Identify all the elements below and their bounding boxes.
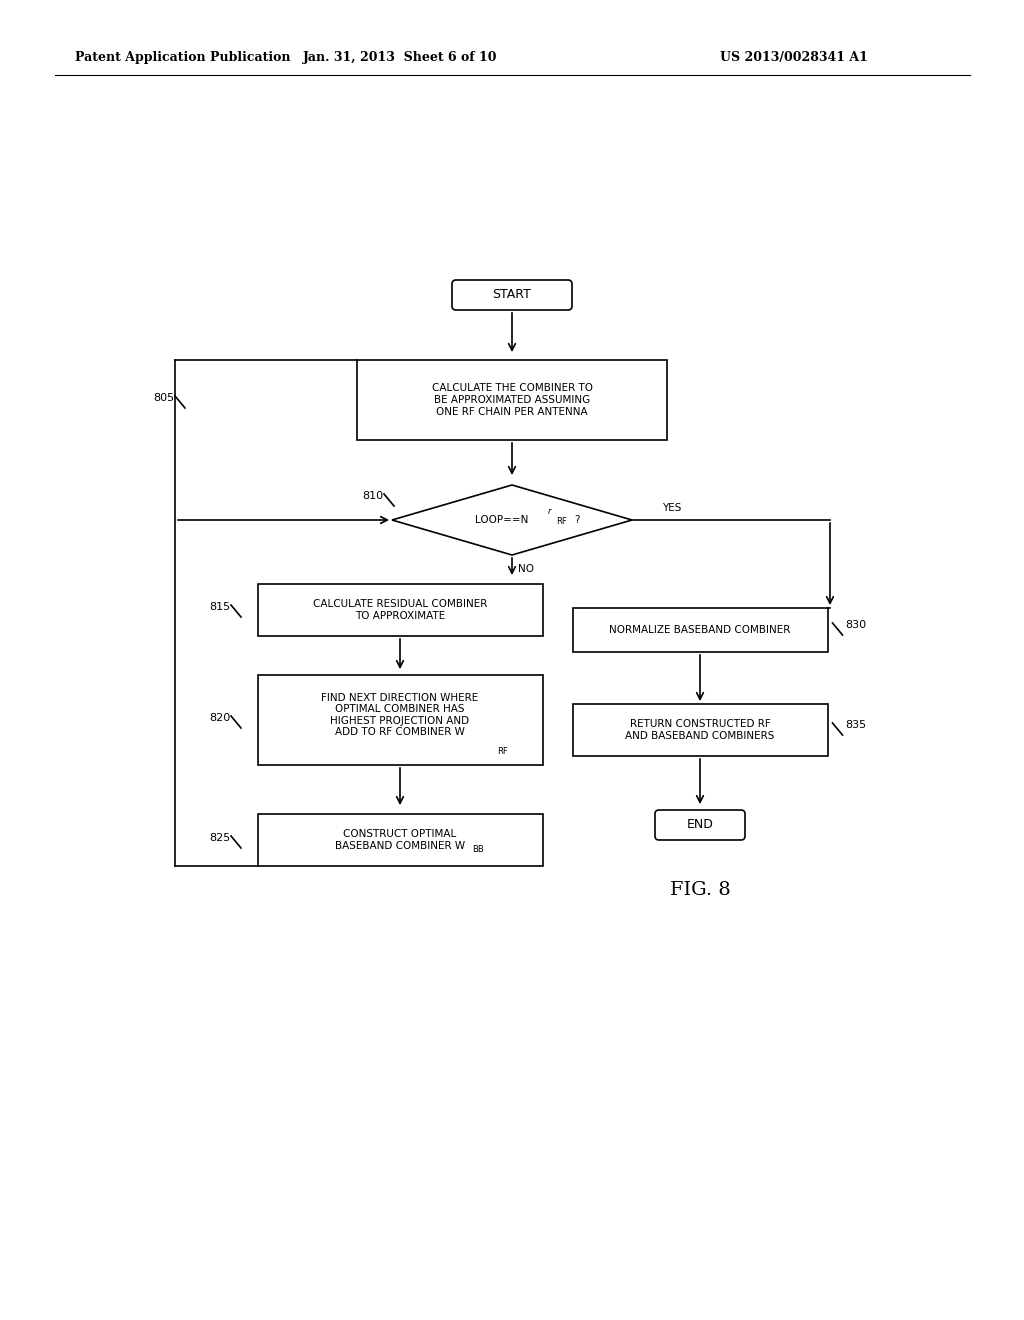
Bar xyxy=(357,360,667,440)
FancyBboxPatch shape xyxy=(655,810,745,840)
Text: RETURN CONSTRUCTED RF
AND BASEBAND COMBINERS: RETURN CONSTRUCTED RF AND BASEBAND COMBI… xyxy=(626,719,775,741)
Text: 820: 820 xyxy=(209,713,230,723)
Text: 815: 815 xyxy=(209,602,230,612)
Text: CONSTRUCT OPTIMAL
BASEBAND COMBINER W: CONSTRUCT OPTIMAL BASEBAND COMBINER W xyxy=(335,829,465,851)
FancyBboxPatch shape xyxy=(452,280,572,310)
Text: CALCULATE THE COMBINER TO
BE APPROXIMATED ASSUMING
ONE RF CHAIN PER ANTENNA: CALCULATE THE COMBINER TO BE APPROXIMATE… xyxy=(431,383,593,417)
Bar xyxy=(257,675,543,766)
Text: FIG. 8: FIG. 8 xyxy=(670,880,730,899)
Text: BB: BB xyxy=(472,845,483,854)
Text: 825: 825 xyxy=(209,833,230,843)
Bar xyxy=(257,814,543,866)
Text: Patent Application Publication: Patent Application Publication xyxy=(75,51,291,65)
Text: FIND NEXT DIRECTION WHERE
OPTIMAL COMBINER HAS
HIGHEST PROJECTION AND
ADD TO RF : FIND NEXT DIRECTION WHERE OPTIMAL COMBIN… xyxy=(322,693,478,738)
Text: 835: 835 xyxy=(846,719,866,730)
Text: US 2013/0028341 A1: US 2013/0028341 A1 xyxy=(720,51,868,65)
Text: r: r xyxy=(548,507,552,516)
Text: RF: RF xyxy=(556,517,566,527)
Text: RF: RF xyxy=(497,747,508,756)
Text: ?: ? xyxy=(574,515,580,525)
Text: 810: 810 xyxy=(361,491,383,502)
Text: START: START xyxy=(493,289,531,301)
Text: 805: 805 xyxy=(153,393,174,403)
Bar xyxy=(572,704,827,756)
Text: LOOP==N: LOOP==N xyxy=(475,515,528,525)
Bar xyxy=(572,609,827,652)
Text: CALCULATE RESIDUAL COMBINER
TO APPROXIMATE: CALCULATE RESIDUAL COMBINER TO APPROXIMA… xyxy=(312,599,487,620)
Text: 830: 830 xyxy=(846,620,866,630)
Bar xyxy=(257,583,543,636)
Polygon shape xyxy=(392,484,632,554)
Text: NO: NO xyxy=(518,564,534,574)
Text: Jan. 31, 2013  Sheet 6 of 10: Jan. 31, 2013 Sheet 6 of 10 xyxy=(303,51,498,65)
Text: YES: YES xyxy=(663,503,682,513)
Text: END: END xyxy=(686,818,714,832)
Text: NORMALIZE BASEBAND COMBINER: NORMALIZE BASEBAND COMBINER xyxy=(609,624,791,635)
